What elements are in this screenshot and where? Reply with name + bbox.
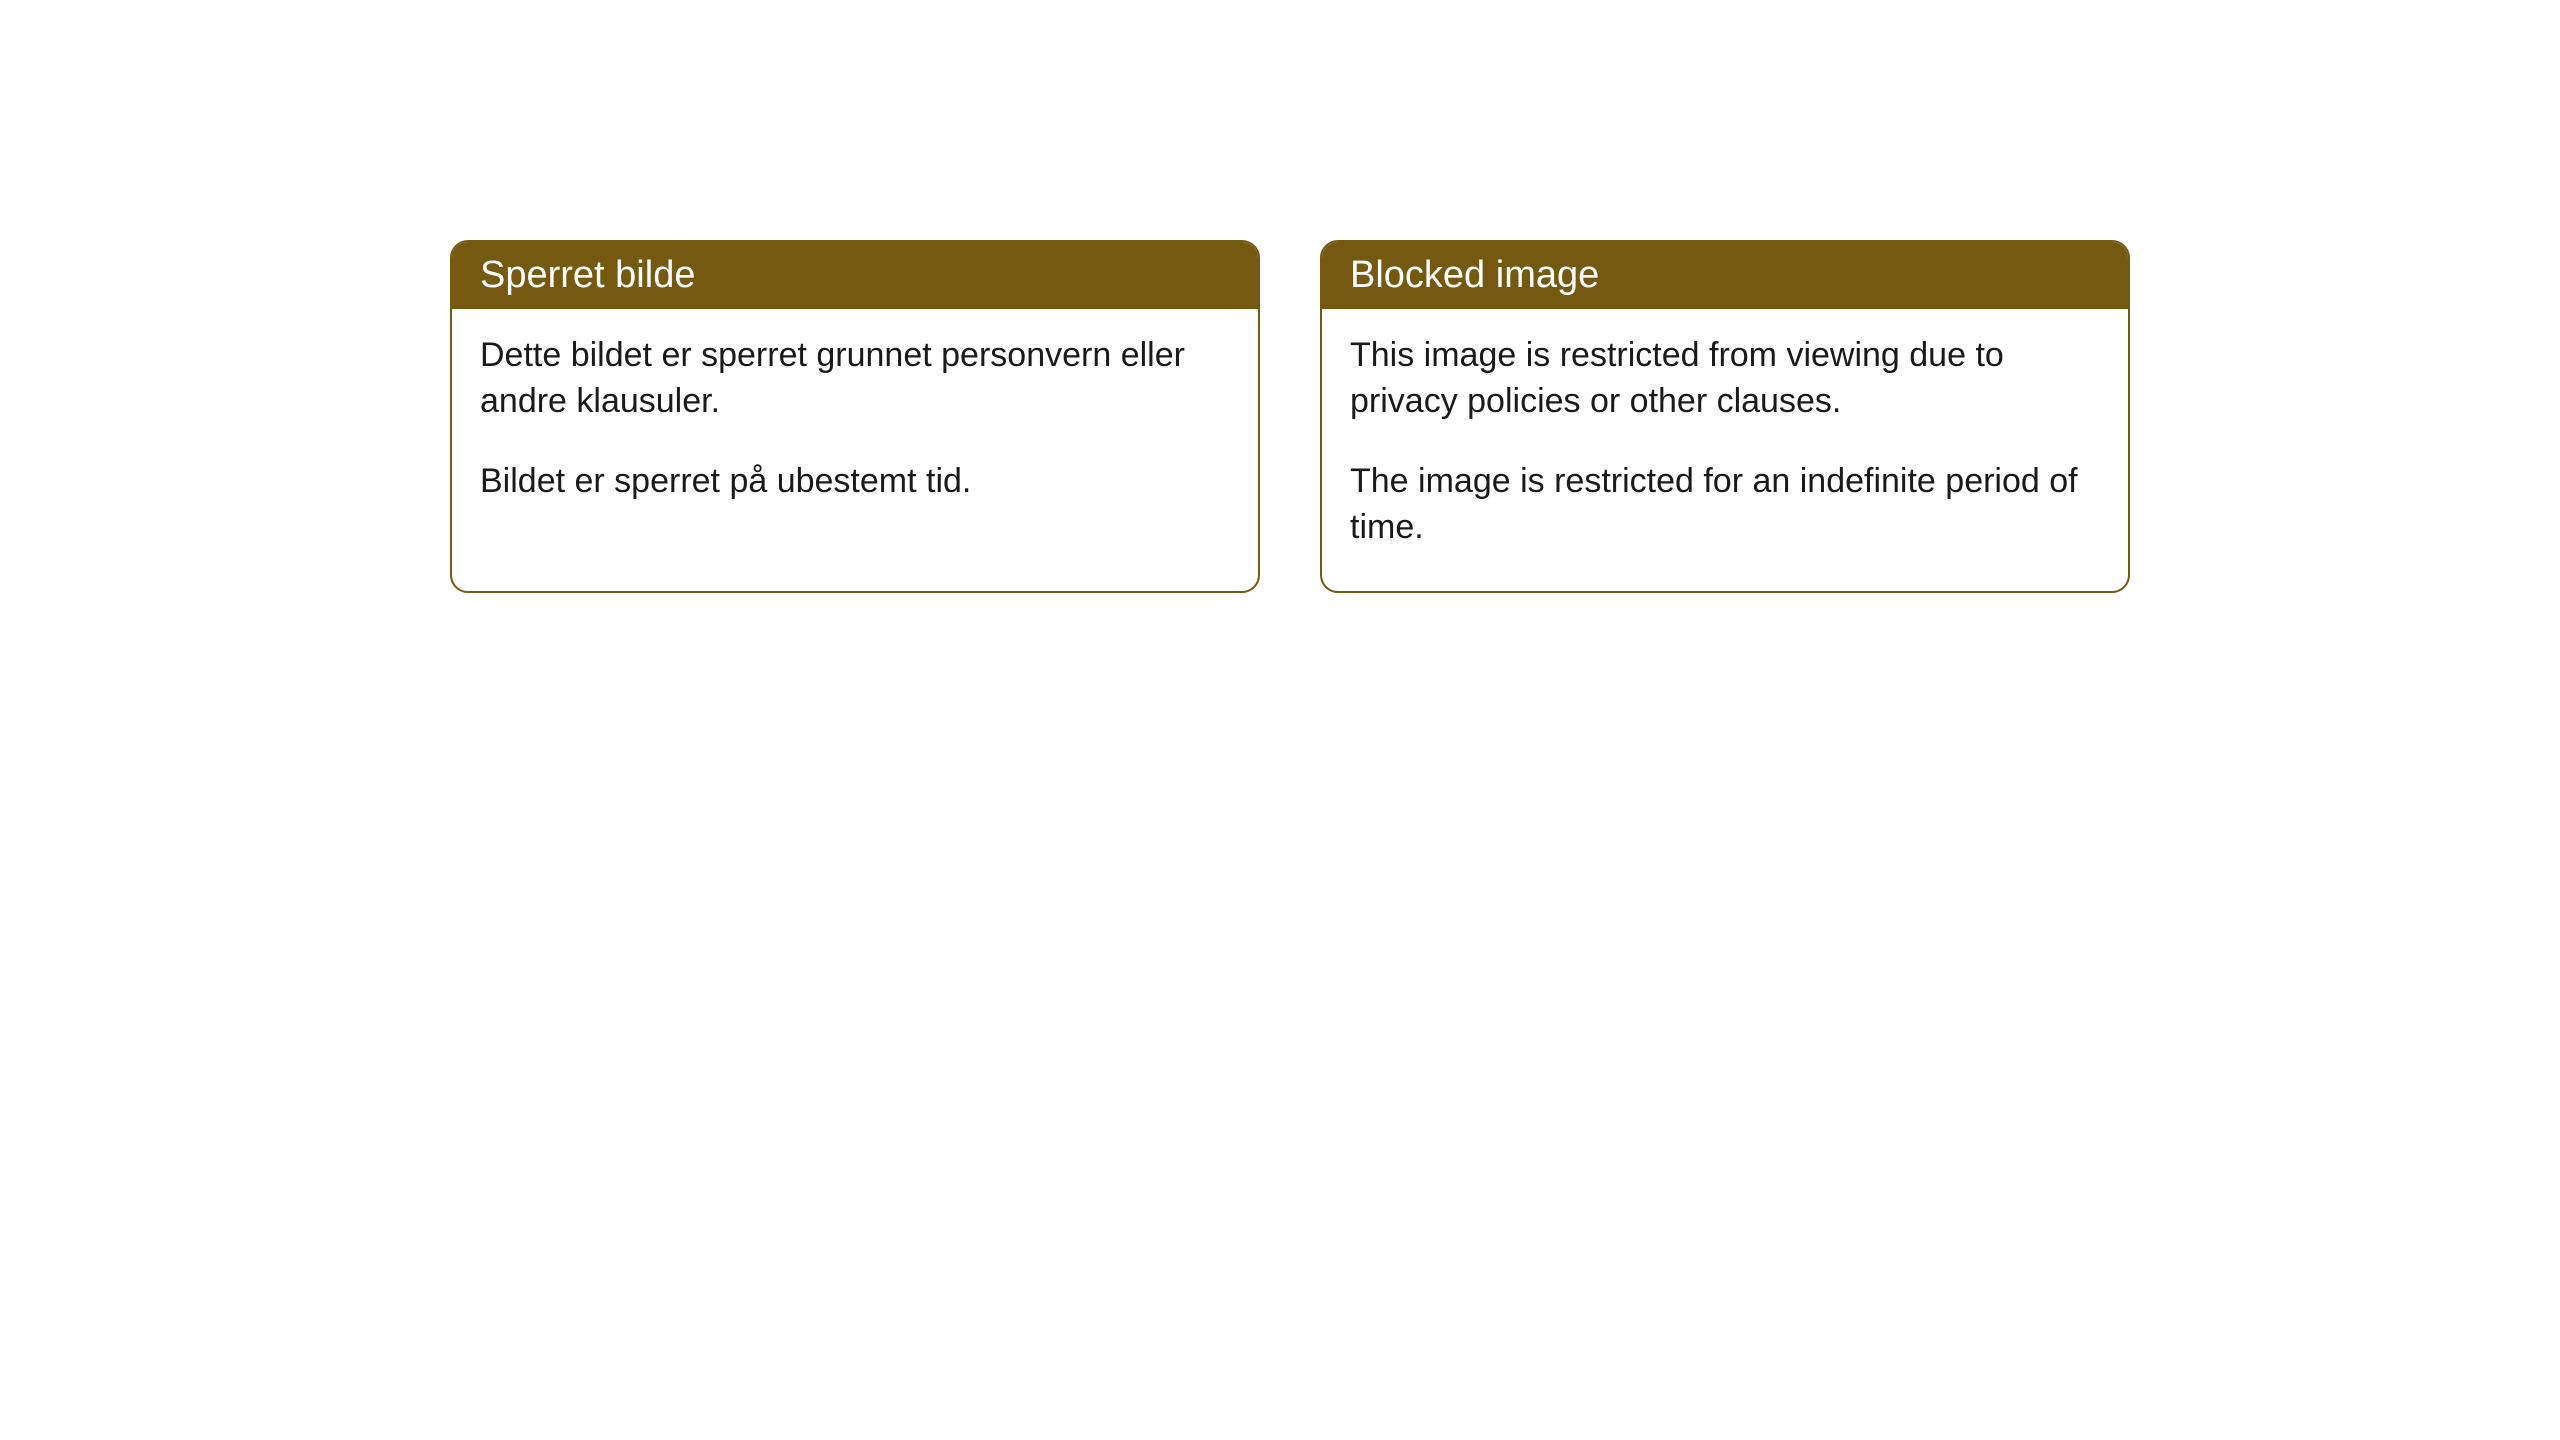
- notice-cards-container: Sperret bilde Dette bildet er sperret gr…: [450, 240, 2130, 593]
- card-header-en: Blocked image: [1322, 242, 2128, 309]
- card-header-no: Sperret bilde: [452, 242, 1258, 309]
- card-body-en: This image is restricted from viewing du…: [1322, 309, 2128, 591]
- blocked-image-card-en: Blocked image This image is restricted f…: [1320, 240, 2130, 593]
- card-paragraph-2-no: Bildet er sperret på ubestemt tid.: [480, 459, 1230, 505]
- blocked-image-card-no: Sperret bilde Dette bildet er sperret gr…: [450, 240, 1260, 593]
- card-paragraph-1-no: Dette bildet er sperret grunnet personve…: [480, 333, 1230, 425]
- card-body-no: Dette bildet er sperret grunnet personve…: [452, 309, 1258, 545]
- card-paragraph-2-en: The image is restricted for an indefinit…: [1350, 459, 2100, 551]
- card-paragraph-1-en: This image is restricted from viewing du…: [1350, 333, 2100, 425]
